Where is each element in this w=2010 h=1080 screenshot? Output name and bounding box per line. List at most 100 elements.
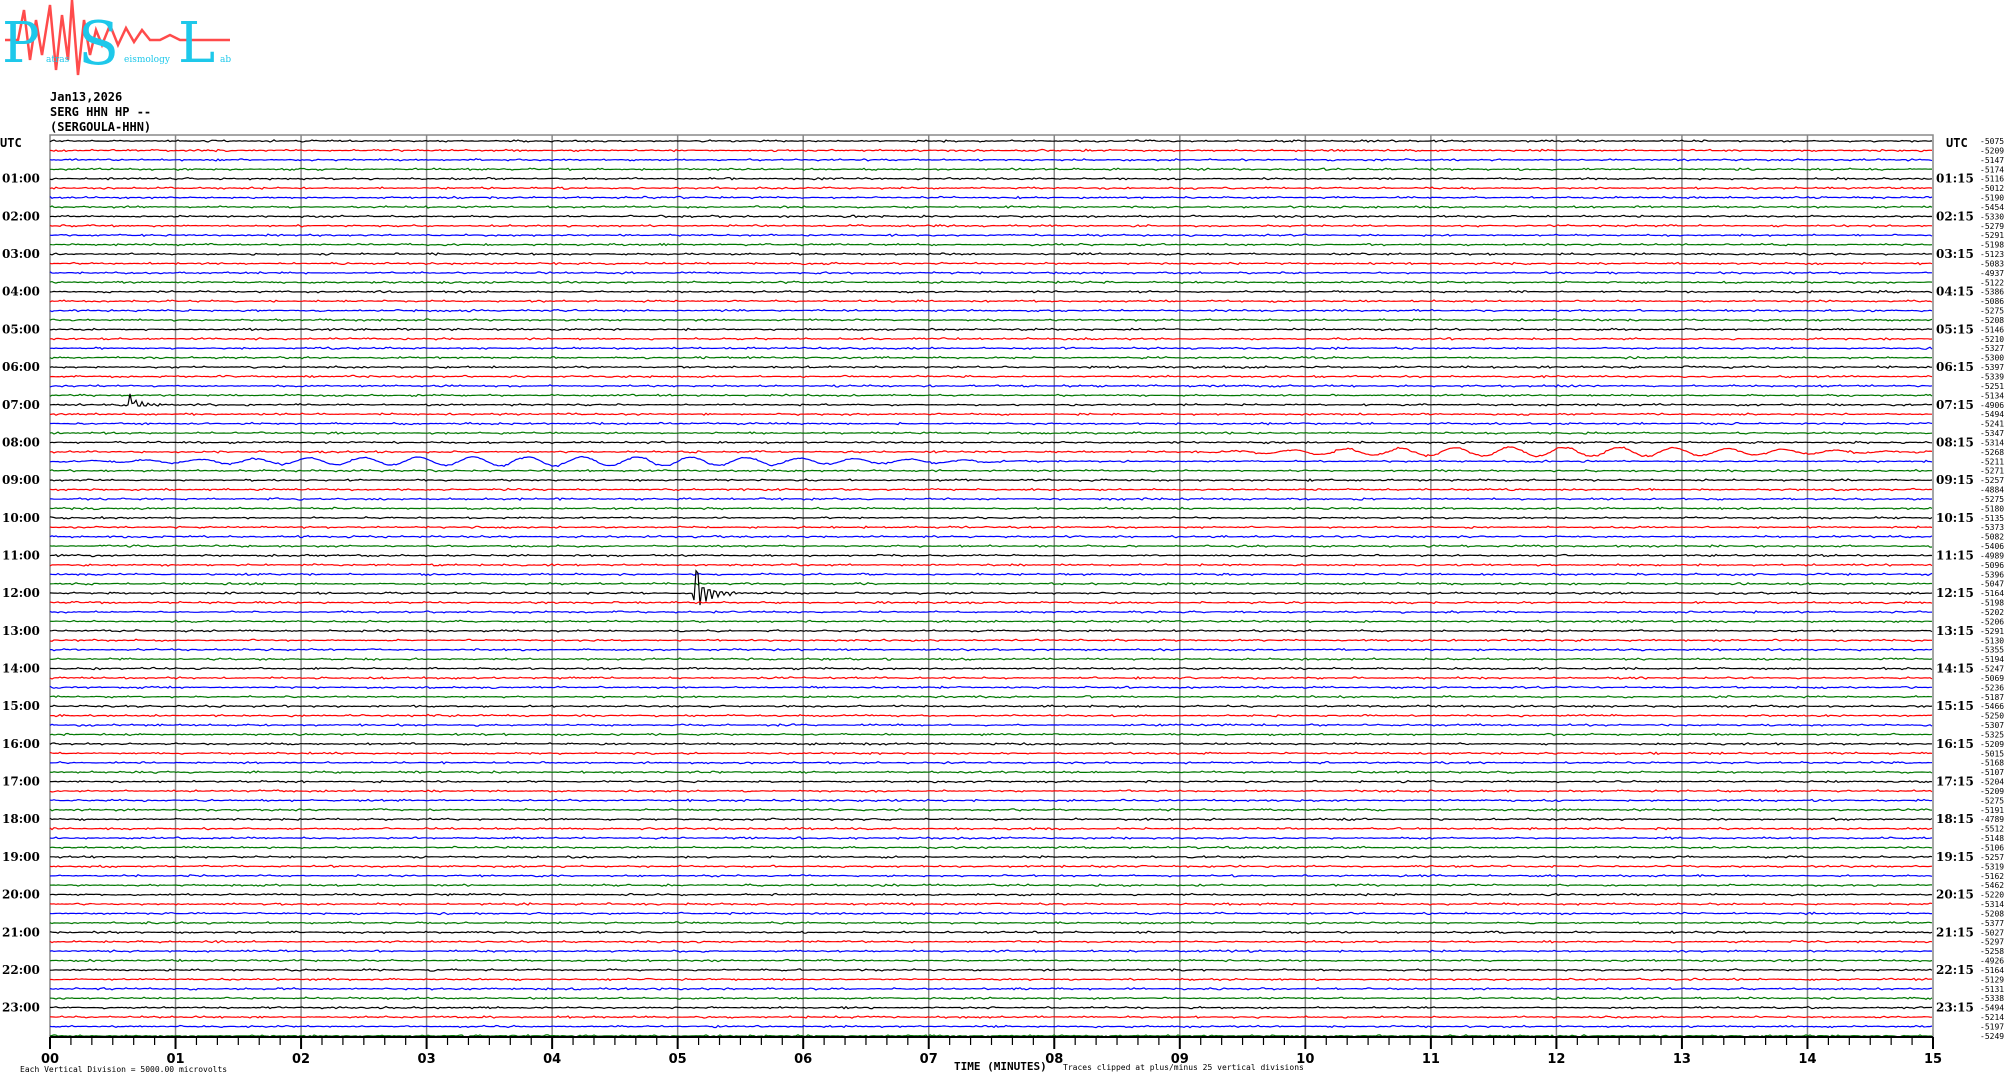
trace-line: [49, 195, 1933, 200]
trace-line: [49, 817, 1933, 822]
x-tick-label: 10: [1296, 1052, 1314, 1067]
header-station: (SERGOULA-HHN): [50, 120, 151, 134]
trace-offset-label: -5462: [1980, 881, 2004, 890]
trace-offset-label: -5086: [1980, 297, 2004, 306]
x-tick-label: 13: [1673, 1052, 1691, 1067]
trace-line: [49, 365, 1933, 369]
trace-line: [49, 525, 1933, 530]
trace-line: [49, 572, 1933, 577]
left-hour-label: 18:00: [2, 812, 40, 826]
trace-offset-label: -5209: [1980, 146, 2004, 155]
trace-line: [49, 440, 1933, 445]
left-hour-label: 07:00: [2, 398, 40, 412]
trace-offset-label: -5275: [1980, 796, 2004, 805]
trace-offset-label: -5204: [1980, 778, 2004, 787]
trace-offset-label: -5069: [1980, 674, 2004, 683]
trace-line: [49, 455, 1933, 468]
left-hour-label: 06:00: [2, 360, 40, 374]
trace-line: [49, 374, 1933, 379]
trace-line: [49, 873, 1933, 878]
x-tick-label: 15: [1924, 1052, 1942, 1067]
trace-offset-label: -5191: [1980, 806, 2004, 815]
trace-offset-label: -5220: [1980, 891, 2004, 900]
right-hour-label: 06:15: [1936, 360, 1974, 374]
trace-offset-label: -5130: [1980, 636, 2004, 645]
trace-line: [49, 939, 1933, 944]
right-hour-label: 13:15: [1936, 624, 1974, 638]
trace-line: [49, 911, 1932, 916]
trace-line: [49, 807, 1933, 812]
trace-offset-label: -5257: [1980, 476, 2004, 485]
trace-line: [50, 647, 1933, 652]
trace-line: [50, 167, 1932, 172]
trace-offset-label: -5338: [1980, 994, 2004, 1003]
trace-line: [49, 826, 1933, 831]
trace-offset-label: -5257: [1980, 853, 2004, 862]
right-hour-label: 05:15: [1936, 322, 1974, 336]
left-hour-label: 20:00: [2, 888, 40, 902]
left-hour-label: 19:00: [2, 850, 40, 864]
trace-offset-label: -5275: [1980, 307, 2004, 316]
trace-offset-label: -4937: [1980, 269, 2004, 278]
left-hour-label: 17:00: [2, 775, 40, 789]
trace-offset-label: -5386: [1980, 288, 2004, 297]
left-hour-label: 02:00: [2, 209, 40, 223]
trace-offset-label: -5198: [1980, 241, 2004, 250]
trace-line: [49, 930, 1933, 935]
trace-line: [49, 987, 1933, 991]
trace-offset-label: -5209: [1980, 787, 2004, 796]
trace-line: [49, 337, 1933, 341]
trace-line: [49, 694, 1932, 699]
left-hour-label: 08:00: [2, 435, 40, 449]
trace-line: [49, 186, 1933, 190]
right-hour-label: 11:15: [1936, 548, 1974, 562]
trace-line: [49, 233, 1933, 238]
trace-line: [49, 902, 1933, 906]
trace-line: [49, 487, 1933, 492]
left-hour-label: 01:00: [2, 172, 40, 186]
right-hour-label: 14:15: [1936, 662, 1974, 676]
trace-offset-label: -5202: [1980, 608, 2004, 617]
right-hour-label: 01:15: [1936, 172, 1974, 186]
logo-letter-s: S: [78, 9, 119, 79]
logo-wave: [5, 0, 230, 76]
trace-offset-label: -5122: [1980, 278, 2004, 287]
right-hour-label: 12:15: [1936, 586, 1974, 600]
trace-offset-label: -5164: [1980, 966, 2004, 975]
trace-offset-label: -5339: [1980, 373, 2004, 382]
trace-line: [49, 789, 1933, 793]
trace-line: [49, 468, 1933, 473]
trace-line: [49, 308, 1933, 313]
left-hour-label: 14:00: [2, 662, 40, 676]
trace-line: [49, 176, 1933, 181]
trace-offset-label: -5396: [1980, 570, 2004, 579]
trace-offset-label: -5258: [1980, 947, 2004, 956]
trace-offset-label: -5466: [1980, 702, 2004, 711]
trace-line: [49, 205, 1933, 209]
trace-line: [49, 214, 1933, 219]
trace-offset-label: -5197: [1980, 1022, 2004, 1031]
trace-offset-label: -4884: [1980, 486, 2004, 495]
left-hour-label: 21:00: [2, 925, 40, 939]
trace-offset-label: -5198: [1980, 599, 2004, 608]
trace-offset-label: -4926: [1980, 957, 2004, 966]
trace-offset-label: -4989: [1980, 551, 2004, 560]
trace-offset-label: -5355: [1980, 646, 2004, 655]
trace-offset-label: -5275: [1980, 495, 2004, 504]
trace-line: [50, 883, 1932, 887]
trace-offset-label: -5271: [1980, 467, 2004, 476]
trace-offset-label: -5134: [1980, 391, 2004, 400]
minute-grid: [49, 134, 1934, 1038]
trace-offset-label: -5123: [1980, 250, 2004, 259]
trace-line: [49, 384, 1933, 388]
trace-line: [49, 158, 1933, 162]
trace-line: [49, 845, 1933, 850]
trace-offset-label: -5027: [1980, 928, 2004, 937]
right-hour-label: 20:15: [1936, 888, 1974, 902]
x-tick-label: 11: [1422, 1052, 1440, 1067]
left-hour-label: 04:00: [2, 285, 40, 299]
trace-line: [49, 723, 1933, 727]
trace-line: [49, 252, 1933, 256]
left-hour-label: 12:00: [2, 586, 40, 600]
trace-offset-label: -5327: [1980, 344, 2004, 353]
